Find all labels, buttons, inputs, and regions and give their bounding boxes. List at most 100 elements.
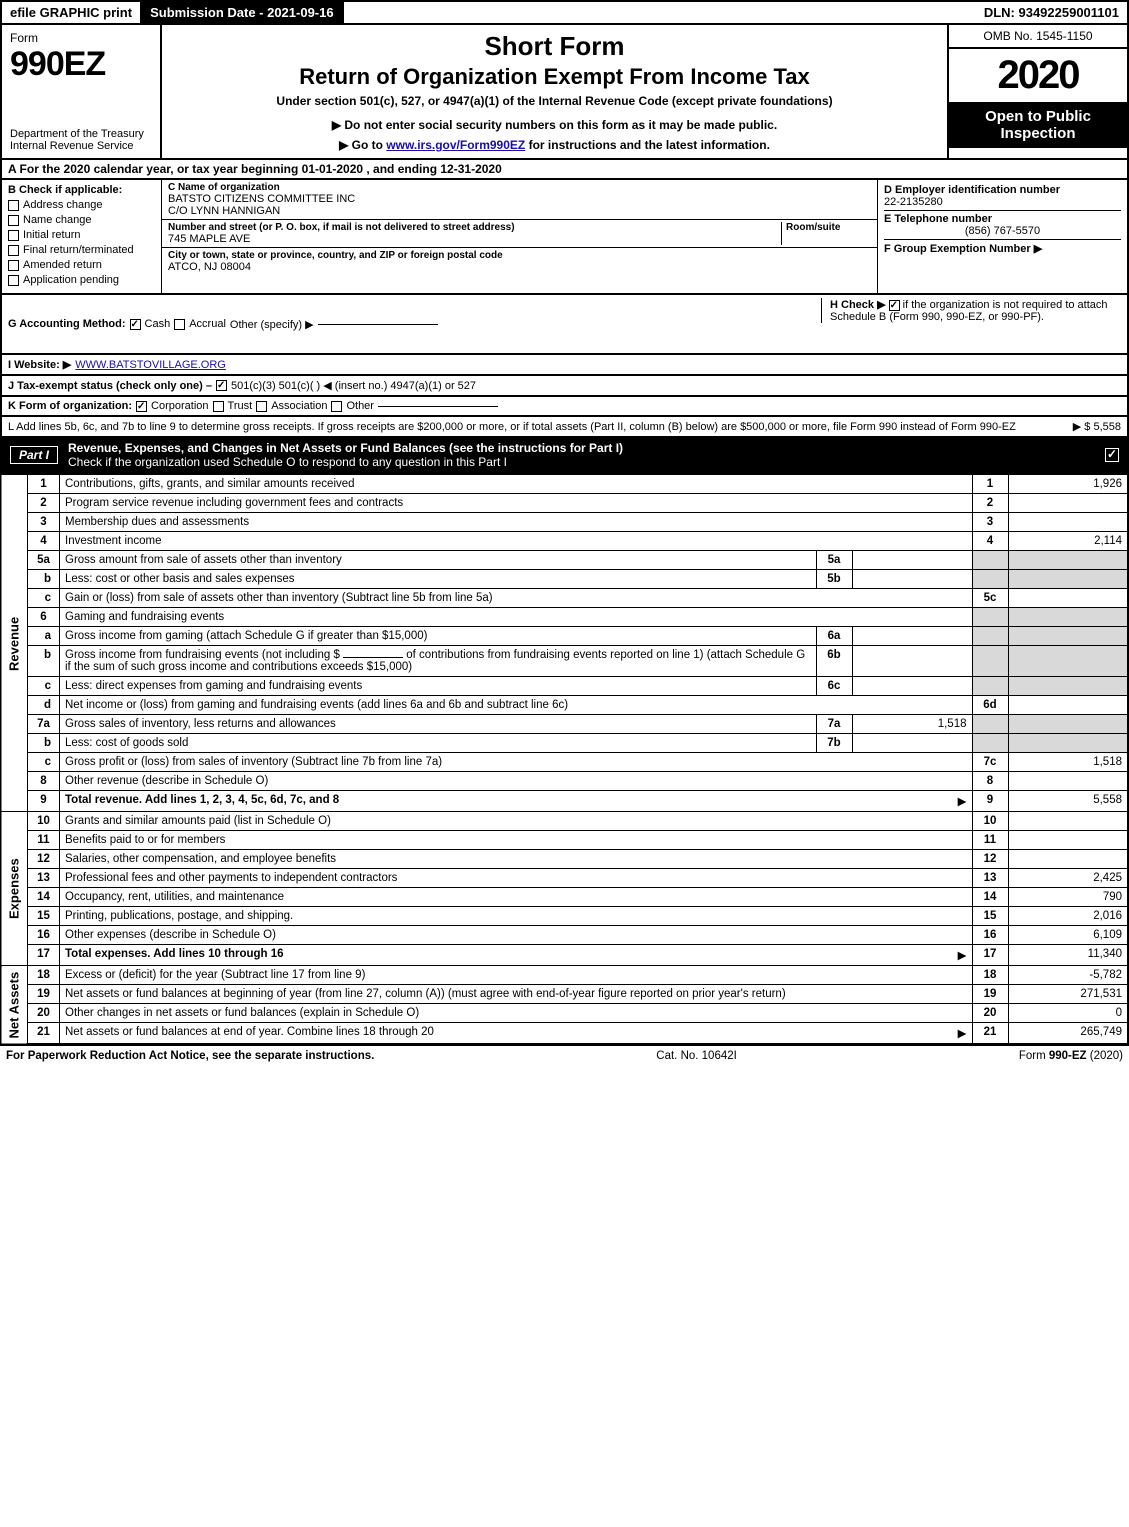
line-value: 6,109 xyxy=(1008,926,1128,945)
go-to-prefix: ▶ Go to xyxy=(339,138,386,152)
line-2: 2 Program service revenue including gove… xyxy=(1,494,1128,513)
entity-info-row: B Check if applicable: Address change Na… xyxy=(0,180,1129,295)
line-num: b xyxy=(28,570,60,589)
line-rnum: 13 xyxy=(972,869,1008,888)
line-3: 3 Membership dues and assessments 3 xyxy=(1,513,1128,532)
irs-link[interactable]: www.irs.gov/Form990EZ xyxy=(386,138,525,152)
line-value xyxy=(1008,772,1128,791)
line-desc: Other revenue (describe in Schedule O) xyxy=(60,772,973,791)
chk-name-change[interactable]: Name change xyxy=(8,214,155,226)
phone-label: E Telephone number xyxy=(884,213,992,225)
website-link[interactable]: WWW.BATSTOVILLAGE.ORG xyxy=(75,359,226,371)
arrow-icon: ▶ xyxy=(958,794,967,808)
line-num: 20 xyxy=(28,1004,60,1023)
part-1-label: Part I xyxy=(10,446,58,464)
line-desc: Gross sales of inventory, less returns a… xyxy=(60,715,817,734)
shaded-cell xyxy=(972,646,1008,677)
spacer xyxy=(344,2,976,23)
line-value: 2,425 xyxy=(1008,869,1128,888)
checkbox-icon[interactable] xyxy=(8,245,19,256)
part-1-table: Revenue 1 Contributions, gifts, grants, … xyxy=(0,474,1129,1045)
shaded-cell xyxy=(972,608,1008,627)
line-rnum: 11 xyxy=(972,831,1008,850)
checkbox-cash-icon[interactable] xyxy=(130,319,141,330)
line-7c: c Gross profit or (loss) from sales of i… xyxy=(1,753,1128,772)
l-amount: ▶ $ 5,558 xyxy=(1073,420,1121,433)
line-desc: Membership dues and assessments xyxy=(60,513,973,532)
line-value xyxy=(1008,494,1128,513)
checkbox-h-icon[interactable] xyxy=(889,300,900,311)
shaded-cell xyxy=(972,734,1008,753)
checkbox-assoc-icon[interactable] xyxy=(256,401,267,412)
line-desc: Net income or (loss) from gaming and fun… xyxy=(60,696,973,715)
checkbox-icon[interactable] xyxy=(8,200,19,211)
line-num: c xyxy=(28,753,60,772)
line-21: 21Net assets or fund balances at end of … xyxy=(1,1023,1128,1045)
line-desc: Excess or (deficit) for the year (Subtra… xyxy=(60,966,973,985)
line-1: Revenue 1 Contributions, gifts, grants, … xyxy=(1,475,1128,494)
chk-final-return[interactable]: Final return/terminated xyxy=(8,244,155,256)
checkbox-trust-icon[interactable] xyxy=(213,401,224,412)
form-reference: Form 990-EZ (2020) xyxy=(1019,1050,1123,1062)
inner-label: 5b xyxy=(816,570,852,589)
line-value xyxy=(1008,812,1128,831)
shaded-cell xyxy=(972,715,1008,734)
chk-label: Name change xyxy=(23,214,92,226)
line-6b: b Gross income from fundraising events (… xyxy=(1,646,1128,677)
part-1-checkbox-icon[interactable] xyxy=(1105,448,1119,462)
line-rnum: 16 xyxy=(972,926,1008,945)
line-9: 9 Total revenue. Add lines 1, 2, 3, 4, 5… xyxy=(1,791,1128,812)
checkbox-icon[interactable] xyxy=(8,275,19,286)
top-bar: efile GRAPHIC print Submission Date - 20… xyxy=(0,0,1129,25)
checkbox-corp-icon[interactable] xyxy=(136,401,147,412)
line-num: 14 xyxy=(28,888,60,907)
chk-amended-return[interactable]: Amended return xyxy=(8,259,155,271)
checkbox-icon[interactable] xyxy=(8,215,19,226)
box-b-checkboxes: B Check if applicable: Address change Na… xyxy=(2,180,162,293)
line-num: 17 xyxy=(28,945,60,966)
inner-label: 5a xyxy=(816,551,852,570)
chk-address-change[interactable]: Address change xyxy=(8,199,155,211)
chk-application-pending[interactable]: Application pending xyxy=(8,274,155,286)
org-name-row: C Name of organization BATSTO CITIZENS C… xyxy=(162,180,877,220)
tax-year: 2020 xyxy=(949,49,1127,102)
shaded-cell xyxy=(1008,608,1128,627)
g-other-input[interactable] xyxy=(318,324,438,325)
efile-print-label[interactable]: efile GRAPHIC print xyxy=(2,2,140,23)
city-row: City or town, state or province, country… xyxy=(162,248,877,275)
line-16: 16Other expenses (describe in Schedule O… xyxy=(1,926,1128,945)
line-10: Expenses 10 Grants and similar amounts p… xyxy=(1,812,1128,831)
ein-row: D Employer identification number 22-2135… xyxy=(884,182,1121,210)
org-co: C/O LYNN HANNIGAN xyxy=(168,205,355,217)
line-8: 8 Other revenue (describe in Schedule O)… xyxy=(1,772,1128,791)
line-6: 6 Gaming and fundraising events xyxy=(1,608,1128,627)
inner-value xyxy=(852,551,972,570)
checkbox-icon[interactable] xyxy=(8,230,19,241)
row-g-accounting: G Accounting Method: Cash Accrual Other … xyxy=(0,295,1129,355)
k-other-input[interactable] xyxy=(378,406,498,407)
line-desc: Occupancy, rent, utilities, and maintena… xyxy=(60,888,973,907)
line-rnum: 7c xyxy=(972,753,1008,772)
line-rnum: 4 xyxy=(972,532,1008,551)
form-number: 990EZ xyxy=(10,45,152,84)
submission-date-label: Submission Date - 2021-09-16 xyxy=(140,2,344,23)
line-num: 11 xyxy=(28,831,60,850)
checkbox-icon[interactable] xyxy=(8,260,19,271)
checkbox-other-icon[interactable] xyxy=(331,401,342,412)
row-j-tax-exempt: J Tax-exempt status (check only one) – 5… xyxy=(0,376,1129,397)
shaded-cell xyxy=(1008,627,1128,646)
checkbox-accrual-icon[interactable] xyxy=(174,319,185,330)
chk-initial-return[interactable]: Initial return xyxy=(8,229,155,241)
checkbox-501c3-icon[interactable] xyxy=(216,380,227,391)
street-label: Number and street (or P. O. box, if mail… xyxy=(168,222,781,233)
header-left: Form 990EZ Department of the Treasury In… xyxy=(2,25,162,158)
shaded-cell xyxy=(1008,715,1128,734)
line-desc: Gross income from gaming (attach Schedul… xyxy=(60,627,817,646)
line-num: c xyxy=(28,589,60,608)
line-rnum: 9 xyxy=(972,791,1008,812)
line-6b-blank[interactable] xyxy=(343,657,403,658)
line-rnum: 10 xyxy=(972,812,1008,831)
line-desc: Gain or (loss) from sale of assets other… xyxy=(60,589,973,608)
line-rnum: 17 xyxy=(972,945,1008,966)
line-rnum: 14 xyxy=(972,888,1008,907)
